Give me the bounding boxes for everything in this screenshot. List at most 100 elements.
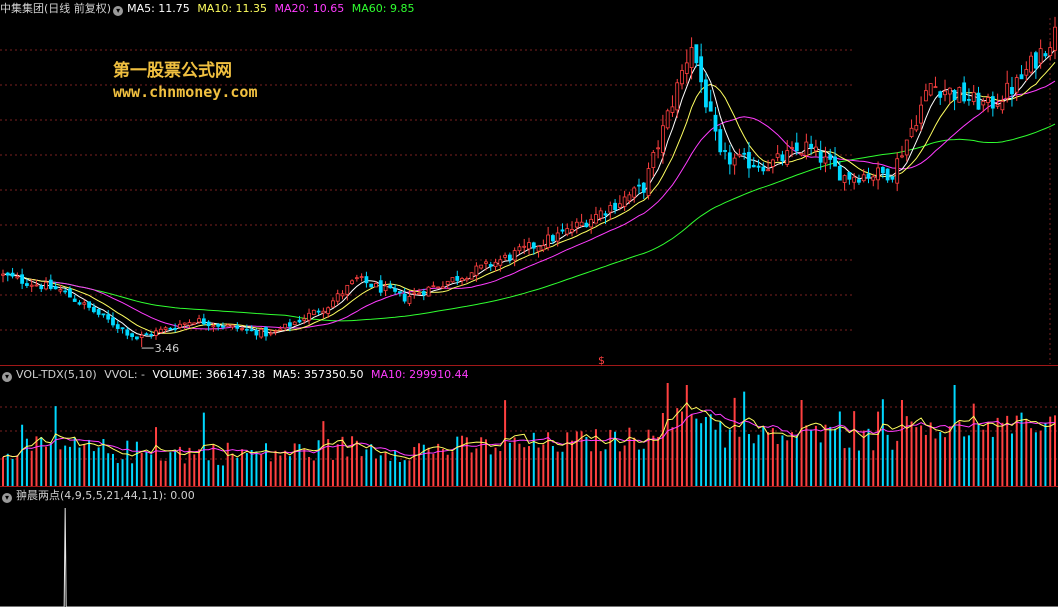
candle-body <box>383 285 388 292</box>
indicator-header: ▾ 翀晨两点(4,9,5,5,21,44,1,1): 0.00 <box>0 487 199 505</box>
candle-body <box>790 147 794 149</box>
candle-body <box>976 92 981 110</box>
candle-body <box>96 309 101 315</box>
candle-body <box>1053 26 1057 51</box>
candle-body <box>48 279 53 289</box>
chevron-down-icon[interactable]: ▾ <box>2 372 12 382</box>
candle-body <box>660 125 665 153</box>
candle-body <box>904 139 909 156</box>
ma60-value: MA60: 9.85 <box>351 2 415 15</box>
candle-body <box>799 152 804 156</box>
candle-body <box>742 152 747 155</box>
candle-body <box>809 143 814 149</box>
candle-body <box>206 321 211 327</box>
annotation-marks: 3.46 $ <box>141 342 605 367</box>
candle-body <box>1029 55 1033 73</box>
candle-body <box>689 47 694 68</box>
candle-body <box>732 157 737 166</box>
candle-body <box>469 272 474 280</box>
chevron-down-icon[interactable]: ▾ <box>2 493 12 503</box>
candle-body <box>397 291 402 294</box>
candle-body <box>603 213 608 216</box>
candle-body <box>283 323 288 329</box>
vol-ma5-value: MA5: 357350.50 <box>272 368 364 381</box>
vol-indicator-name[interactable]: VOL-TDX(5,10) <box>16 368 97 381</box>
stock-title[interactable]: 中集集团(日线 前复权) <box>0 2 112 15</box>
candle-body <box>1000 101 1005 111</box>
candle-body <box>723 150 727 152</box>
candle-body <box>474 265 479 276</box>
candle-body <box>125 329 130 336</box>
candle-body <box>560 229 565 232</box>
volume-bars <box>2 383 1056 486</box>
candle-body <box>541 245 546 251</box>
candle-body <box>1038 48 1043 64</box>
candle-body <box>574 221 579 228</box>
candle-body <box>804 141 809 156</box>
candle-body <box>350 280 354 285</box>
candle-body <box>1005 82 1010 99</box>
candle-body <box>895 158 900 184</box>
candle-body <box>967 99 971 101</box>
candle-body <box>230 324 235 328</box>
candle-body <box>751 164 756 168</box>
candle-body <box>445 280 450 285</box>
candle-body <box>503 254 507 258</box>
chevron-down-icon[interactable]: ▾ <box>113 6 124 16</box>
candle-body <box>608 205 613 213</box>
candle-body <box>546 234 551 248</box>
candle-body <box>235 325 240 329</box>
candle-body <box>378 280 383 293</box>
candle-body <box>770 159 775 167</box>
candle-body <box>522 245 527 248</box>
indicator-line <box>0 507 1058 607</box>
candle-body <box>957 87 962 103</box>
candle-body <box>694 44 699 64</box>
candle-body <box>240 328 244 330</box>
candle-body <box>1014 77 1019 93</box>
candle-body <box>297 319 302 323</box>
grid-lines <box>0 18 1058 487</box>
ma10-series <box>2 61 1056 334</box>
vol-ma10-value: MA10: 299910.44 <box>370 368 469 381</box>
candle-body <box>785 150 790 165</box>
indicator-value: : 0.00 <box>163 489 195 502</box>
candle-body <box>531 242 536 249</box>
candle-body <box>876 167 880 181</box>
candle-body <box>584 222 589 228</box>
candle-body <box>187 322 192 326</box>
candle-body <box>221 325 225 328</box>
candle-body <box>321 310 326 314</box>
candle-body <box>168 327 173 330</box>
candle-body <box>570 229 574 233</box>
candle-body <box>225 324 230 327</box>
indicator-name[interactable]: 翀晨两点(4,9,5,5,21,44,1,1) <box>16 489 164 502</box>
volume-header: ▾ VOL-TDX(5,10) VVOL: - VOLUME: 366147.38… <box>0 366 473 384</box>
candle-body <box>29 284 34 287</box>
price-header: 中集集团(日线 前复权) ▾ MA5: 11.75 MA10: 11.35 MA20… <box>0 0 418 18</box>
candle-body <box>890 176 895 180</box>
candle-body <box>326 307 331 314</box>
candle-body <box>704 79 708 108</box>
candle-body <box>990 96 995 109</box>
candle-body <box>837 165 842 181</box>
candle-body <box>747 151 751 169</box>
candle-body <box>670 106 675 113</box>
ma10-value: MA10: 11.35 <box>197 2 268 15</box>
candle-body <box>5 272 10 276</box>
candle-body <box>87 301 91 308</box>
candle-body <box>641 182 646 193</box>
candle-body <box>134 336 139 340</box>
candle-body <box>369 283 374 288</box>
candle-body <box>943 90 947 96</box>
candle-body <box>871 176 876 181</box>
candle-body <box>507 254 512 261</box>
candles <box>1 16 1057 348</box>
candle-body <box>144 333 149 336</box>
candle-body <box>847 172 852 180</box>
candle-body <box>814 146 818 152</box>
candle-body <box>880 166 885 174</box>
candle-body <box>1019 74 1024 80</box>
candle-body <box>900 155 904 158</box>
